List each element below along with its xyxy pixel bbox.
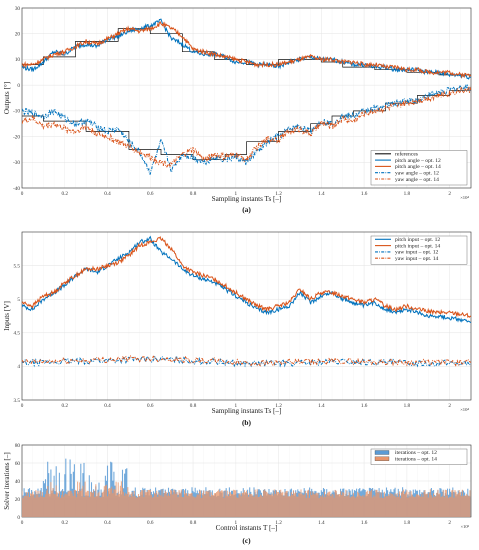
legend-box (370, 235, 468, 265)
x-multiplier: ×10⁴ (460, 407, 469, 412)
y-tick-label: -30 (13, 160, 20, 166)
x-tick-label: 0.6 (147, 403, 154, 409)
series-line (22, 235, 471, 319)
y-tick-label: 80 (15, 443, 21, 449)
x-tick-label: 1.8 (404, 403, 411, 409)
y-tick-label: 30 (15, 6, 21, 12)
legend-box (370, 448, 468, 465)
legend-entry: pitch angle – opt. 12 (395, 158, 441, 164)
x-multiplier: ×10³ (460, 524, 469, 529)
legend-entry: iterations – opt. 14 (395, 456, 437, 462)
y-tick-label: 20 (15, 497, 21, 503)
x-tick-label: 1 (235, 191, 238, 197)
x-tick-label: 2 (448, 403, 451, 409)
x-tick-label: 0.6 (147, 191, 154, 197)
y-tick-label: -40 (13, 186, 20, 192)
legend-box (370, 150, 468, 186)
legend-swatch (374, 456, 390, 461)
y-tick-label: 3.5 (14, 398, 21, 404)
x-tick-label: 2 (448, 191, 451, 197)
x-tick-label: 0.2 (62, 191, 69, 197)
x-tick-label: 0.8 (190, 191, 197, 197)
y-tick-label: 4 (17, 364, 20, 370)
x-axis-label: Sampling instants Ts [–] (212, 195, 282, 203)
x-tick-label: 1 (235, 520, 238, 526)
x-tick-label: 0 (21, 191, 24, 197)
x-tick-label: 1.4 (318, 403, 325, 409)
y-axis-label: Outputs [°] (3, 82, 11, 114)
x-tick-label: 1.6 (361, 191, 368, 197)
panel-label: (a) (242, 205, 251, 214)
x-tick-label: 1.6 (361, 403, 368, 409)
series-line (22, 21, 471, 79)
x-tick-label: 1.6 (361, 520, 368, 526)
series-group (22, 458, 471, 517)
x-axis-label: Control instants T [–] (216, 524, 278, 532)
x-tick-label: 1.4 (318, 191, 325, 197)
x-tick-label: 1.2 (275, 520, 282, 526)
legend-entry: pitch input – opt. 12 (395, 237, 440, 243)
x-tick-label: 0 (21, 520, 24, 526)
x-tick-label: 0.8 (190, 520, 197, 526)
x-tick-label: 0.2 (62, 520, 69, 526)
legend-entry: pitch input – opt. 14 (395, 243, 440, 249)
x-tick-label: 0.4 (104, 191, 111, 197)
legend-entry: yaw input – opt. 14 (395, 256, 439, 262)
legend-entry: yaw angle – opt. 14 (395, 177, 439, 183)
x-tick-label: 2 (448, 520, 451, 526)
x-tick-label: 0.4 (104, 403, 111, 409)
x-multiplier: ×10⁴ (460, 195, 469, 200)
x-tick-label: 1.2 (275, 403, 282, 409)
legend-entry: references (395, 151, 418, 158)
x-tick-label: 0.8 (190, 403, 197, 409)
y-tick-label: 5.5 (14, 263, 21, 269)
series-group (22, 18, 471, 175)
chart-panel-a: 0 0.2 0.4 0.6 0.8 1 1.2 1.4 1.6 1.8 2 30 20 10 0 -10 -20… (3, 6, 472, 214)
x-tick-label: 1 (235, 403, 238, 409)
x-tick-label: 1.8 (404, 520, 411, 526)
x-tick-label: 0.2 (62, 403, 69, 409)
x-tick-label: 1.8 (404, 191, 411, 197)
series-line (22, 83, 471, 175)
series-line (22, 86, 471, 168)
y-tick-label: 10 (15, 57, 21, 63)
chart-panel-c: 0 0.2 0.4 0.6 0.8 1 1.2 1.4 1.6 1.8 2 80 60 40 20 0 Cont… (3, 443, 472, 545)
y-tick-label: 40 (15, 479, 21, 485)
y-tick-label: 5 (17, 297, 20, 303)
y-tick-label: 60 (15, 461, 21, 467)
panel-label: (c) (242, 536, 251, 545)
y-tick-label: 4.5 (14, 331, 21, 337)
y-tick-label: -10 (13, 109, 20, 115)
y-tick-label: -20 (13, 134, 20, 140)
x-tick-label: 0.6 (147, 520, 154, 526)
axes-frame (21, 7, 472, 189)
y-tick-label: 0 (17, 515, 20, 521)
x-tick-label: 1.4 (318, 520, 325, 526)
y-axis-label: Solver iterations [–] (3, 452, 11, 510)
panel-label: (b) (242, 418, 252, 427)
series-line (22, 355, 471, 367)
legend-entry: yaw angle – opt. 12 (395, 171, 439, 177)
legend-swatch (374, 450, 390, 455)
legend-entry: yaw input – opt. 12 (395, 250, 439, 256)
x-axis-label: Sampling instants Ts [–] (212, 407, 282, 415)
y-tick-label: 0 (17, 83, 20, 89)
series-line (22, 235, 471, 324)
y-tick-label: 20 (15, 32, 21, 38)
legend-entry: iterations – opt. 12 (395, 450, 437, 456)
chart-panel-b: 0 0.2 0.4 0.6 0.8 1 1.2 1.4 1.6 1.8 2 5.5 5 4.5 4 3.5 Sa… (3, 231, 472, 427)
x-tick-label: 1.2 (275, 191, 282, 197)
x-tick-label: 0 (21, 403, 24, 409)
series-bars (22, 481, 471, 517)
x-tick-label: 0.4 (104, 520, 111, 526)
y-axis-label: Inputs [V] (3, 301, 11, 331)
legend-entry: pitch angle – opt. 14 (395, 164, 441, 170)
series-group (22, 235, 471, 368)
